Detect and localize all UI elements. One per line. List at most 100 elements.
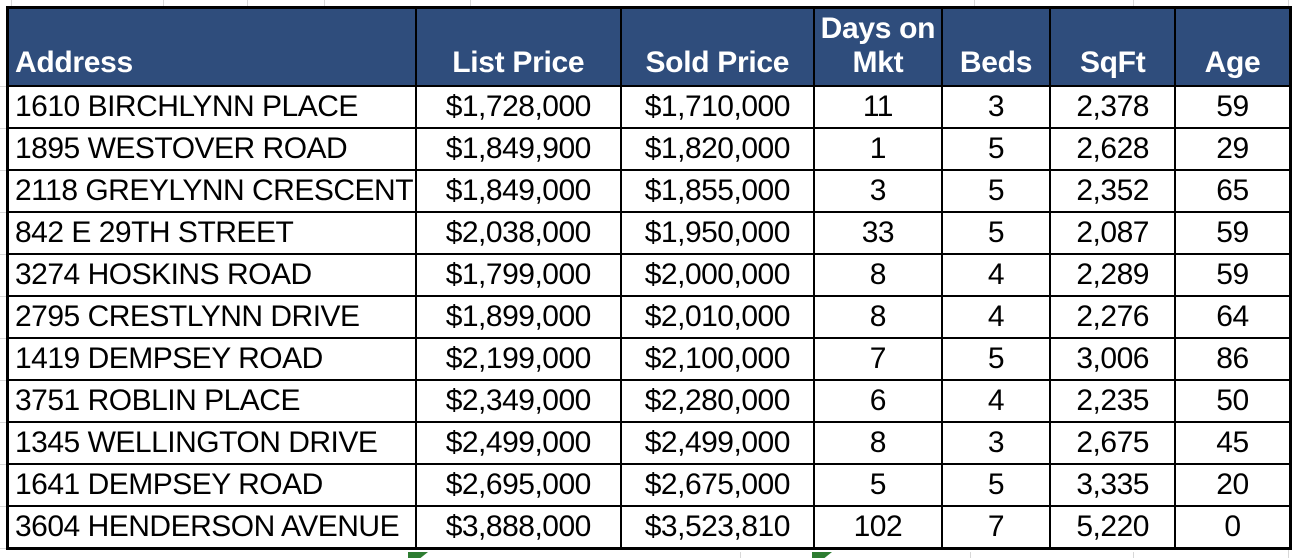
cell-days-on-mkt[interactable]: 8 — [813, 420, 943, 465]
cell-list-price[interactable]: $1,899,000 — [415, 294, 622, 339]
cell-sold-price[interactable]: $2,675,000 — [619, 462, 816, 507]
cell-list-price[interactable]: $3,888,000 — [415, 504, 622, 549]
green-cell-indicator-icon — [408, 552, 428, 558]
cell-list-price[interactable]: $2,695,000 — [415, 462, 622, 507]
cell-list-price[interactable]: $2,038,000 — [415, 210, 622, 255]
cell-age[interactable]: 64 — [1173, 294, 1292, 339]
cell-days-on-mkt[interactable]: 6 — [813, 378, 943, 423]
cell-address[interactable]: 2795 CRESTLYNN DRIVE — [6, 294, 418, 339]
cell-days-on-mkt[interactable]: 5 — [813, 462, 943, 507]
cell-days-on-mkt[interactable]: 3 — [813, 168, 943, 213]
cell-beds[interactable]: 3 — [940, 84, 1052, 129]
column-header-beds[interactable]: Beds — [940, 6, 1052, 87]
cell-beds[interactable]: 7 — [940, 504, 1052, 549]
cell-beds[interactable]: 4 — [940, 294, 1052, 339]
cell-beds[interactable]: 5 — [940, 168, 1052, 213]
cell-days-on-mkt[interactable]: 7 — [813, 336, 943, 381]
cell-list-price[interactable]: $1,849,000 — [415, 168, 622, 213]
cell-sold-price[interactable]: $3,523,810 — [619, 504, 816, 549]
cell-sold-price[interactable]: $1,820,000 — [619, 126, 816, 171]
cell-list-price[interactable]: $2,199,000 — [415, 336, 622, 381]
gridline-tick — [1133, 0, 1134, 6]
cell-address[interactable]: 1641 DEMPSEY ROAD — [6, 462, 418, 507]
cell-address[interactable]: 1610 BIRCHLYNN PLACE — [6, 84, 418, 129]
gridline-stub-left — [0, 86, 6, 552]
cell-age[interactable]: 59 — [1173, 252, 1292, 297]
cell-days-on-mkt[interactable]: 8 — [813, 252, 943, 297]
table-row: 1895 WESTOVER ROAD $1,849,900 $1,820,000 1 5… — [6, 126, 1292, 171]
cell-sold-price[interactable]: $2,000,000 — [619, 252, 816, 297]
cell-address[interactable]: 3751 ROBLIN PLACE — [6, 378, 418, 423]
cell-age[interactable]: 59 — [1173, 84, 1292, 129]
cell-age[interactable]: 86 — [1173, 336, 1292, 381]
cell-sqft[interactable]: 2,235 — [1049, 378, 1176, 423]
green-cell-indicator-icon — [812, 552, 832, 558]
table-row: 842 E 29TH STREET $2,038,000 $1,950,000 33 5… — [6, 210, 1292, 255]
gridline-tick — [974, 0, 975, 6]
cell-list-price[interactable]: $1,849,900 — [415, 126, 622, 171]
cell-sold-price[interactable]: $2,010,000 — [619, 294, 816, 339]
cell-sold-price[interactable]: $1,710,000 — [619, 84, 816, 129]
gridline-tick — [11, 0, 12, 6]
cell-sold-price[interactable]: $2,100,000 — [619, 336, 816, 381]
cell-sqft[interactable]: 2,378 — [1049, 84, 1176, 129]
cell-beds[interactable]: 5 — [940, 462, 1052, 507]
cell-sold-price[interactable]: $2,499,000 — [619, 420, 816, 465]
gridline-tick — [1133, 552, 1134, 558]
cell-sqft[interactable]: 2,087 — [1049, 210, 1176, 255]
gridline-tick — [470, 0, 471, 6]
cell-age[interactable]: 50 — [1173, 378, 1292, 423]
cell-address[interactable]: 3274 HOSKINS ROAD — [6, 252, 418, 297]
cell-sqft[interactable]: 3,006 — [1049, 336, 1176, 381]
cell-sqft[interactable]: 2,628 — [1049, 126, 1176, 171]
column-header-address[interactable]: Address — [6, 6, 418, 87]
table-row: 2795 CRESTLYNN DRIVE $1,899,000 $2,010,000… — [6, 294, 1292, 339]
cell-address[interactable]: 1419 DEMPSEY ROAD — [6, 336, 418, 381]
gridline-tick — [163, 0, 164, 6]
cell-sold-price[interactable]: $2,280,000 — [619, 378, 816, 423]
cell-age[interactable]: 20 — [1173, 462, 1292, 507]
cell-list-price[interactable]: $2,499,000 — [415, 420, 622, 465]
cell-beds[interactable]: 5 — [940, 336, 1052, 381]
cell-sqft[interactable]: 2,289 — [1049, 252, 1176, 297]
cell-days-on-mkt[interactable]: 11 — [813, 84, 943, 129]
cell-list-price[interactable]: $1,799,000 — [415, 252, 622, 297]
cell-age[interactable]: 29 — [1173, 126, 1292, 171]
column-header-age[interactable]: Age — [1173, 6, 1292, 87]
gridline-tick — [970, 552, 971, 558]
cell-address[interactable]: 1895 WESTOVER ROAD — [6, 126, 418, 171]
cell-age[interactable]: 0 — [1173, 504, 1292, 549]
cell-age[interactable]: 59 — [1173, 210, 1292, 255]
cell-address[interactable]: 842 E 29TH STREET — [6, 210, 418, 255]
column-header-list-price[interactable]: List Price — [415, 6, 622, 87]
cell-sqft[interactable]: 3,335 — [1049, 462, 1176, 507]
cell-sqft[interactable]: 5,220 — [1049, 504, 1176, 549]
cell-address[interactable]: 1345 WELLINGTON DRIVE — [6, 420, 418, 465]
cell-beds[interactable]: 5 — [940, 126, 1052, 171]
property-comps-table: Address List Price Sold Price Days on Mkt Be… — [6, 6, 1292, 550]
cell-list-price[interactable]: $1,728,000 — [415, 84, 622, 129]
cell-age[interactable]: 45 — [1173, 420, 1292, 465]
cell-list-price[interactable]: $2,349,000 — [415, 378, 622, 423]
cell-days-on-mkt[interactable]: 1 — [813, 126, 943, 171]
cell-address[interactable]: 2118 GREYLYNN CRESCENT — [6, 168, 418, 213]
cell-days-on-mkt[interactable]: 8 — [813, 294, 943, 339]
cell-days-on-mkt[interactable]: 33 — [813, 210, 943, 255]
cell-sold-price[interactable]: $1,855,000 — [619, 168, 816, 213]
cell-age[interactable]: 65 — [1173, 168, 1292, 213]
cell-address[interactable]: 3604 HENDERSON AVENUE — [6, 504, 418, 549]
cell-sqft[interactable]: 2,675 — [1049, 420, 1176, 465]
column-header-sqft[interactable]: SqFt — [1049, 6, 1176, 87]
cell-sqft[interactable]: 2,352 — [1049, 168, 1176, 213]
cell-beds[interactable]: 5 — [940, 210, 1052, 255]
cell-sqft[interactable]: 2,276 — [1049, 294, 1176, 339]
cell-sold-price[interactable]: $1,950,000 — [619, 210, 816, 255]
gridline-tick — [324, 0, 325, 6]
column-header-days-on-mkt[interactable]: Days on Mkt — [813, 6, 943, 87]
cell-beds[interactable]: 4 — [940, 252, 1052, 297]
cell-beds[interactable]: 4 — [940, 378, 1052, 423]
cell-days-on-mkt[interactable]: 102 — [813, 504, 943, 549]
column-header-sold-price[interactable]: Sold Price — [619, 6, 816, 87]
cell-beds[interactable]: 3 — [940, 420, 1052, 465]
